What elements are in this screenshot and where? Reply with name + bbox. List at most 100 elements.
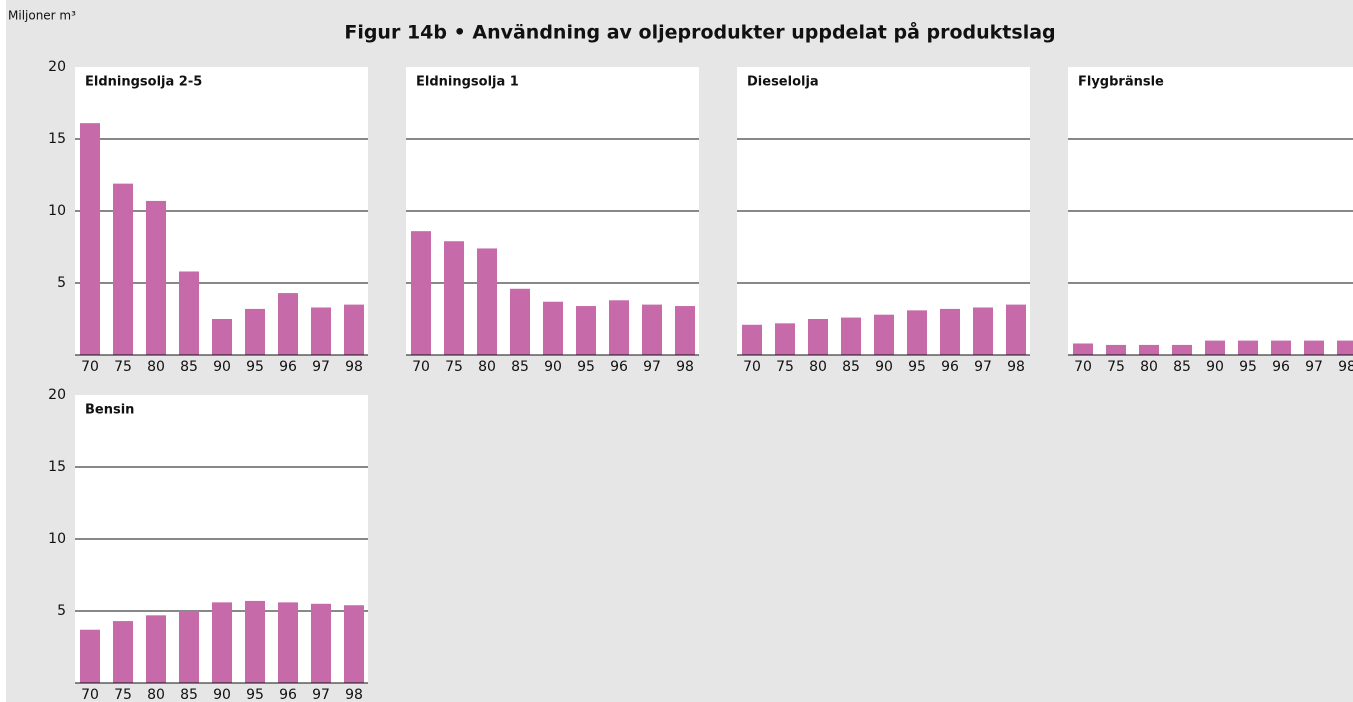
x-tick-label: 90	[1206, 359, 1224, 375]
x-tick-label: 95	[1239, 359, 1257, 375]
panel-title: Dieselolja	[747, 75, 819, 90]
x-tick-label: 97	[1305, 359, 1323, 375]
x-tick-label: 85	[180, 359, 198, 375]
x-tick-label: 96	[941, 359, 959, 375]
bar	[1006, 304, 1026, 355]
bar	[146, 615, 166, 683]
x-tick-label: 85	[511, 359, 529, 375]
x-tick-label: 97	[643, 359, 661, 375]
bar	[1271, 340, 1291, 355]
bar	[543, 301, 563, 355]
x-tick-label: 75	[114, 687, 132, 702]
x-tick-label: 98	[345, 359, 363, 375]
y-axis-label: Miljoner m³	[8, 9, 76, 23]
x-tick-label: 97	[312, 687, 330, 702]
bar	[642, 304, 662, 355]
bar	[576, 306, 596, 355]
bar	[113, 621, 133, 683]
x-tick-label: 70	[1074, 359, 1092, 375]
bar	[444, 241, 464, 355]
y-tick-label: 15	[48, 131, 66, 147]
x-tick-label: 90	[213, 687, 231, 702]
x-tick-label: 97	[974, 359, 992, 375]
x-tick-label: 96	[610, 359, 628, 375]
x-tick-label: 96	[279, 359, 297, 375]
bar	[411, 231, 431, 355]
x-tick-label: 80	[147, 359, 165, 375]
x-tick-label: 98	[345, 687, 363, 702]
bar	[245, 308, 265, 355]
x-tick-label: 95	[577, 359, 595, 375]
x-tick-label: 80	[1140, 359, 1158, 375]
bar	[907, 310, 927, 355]
panel-title: Flygbränsle	[1078, 75, 1164, 90]
x-tick-label: 95	[908, 359, 926, 375]
bar	[609, 300, 629, 355]
bar	[113, 183, 133, 355]
x-tick-label: 75	[114, 359, 132, 375]
bar	[874, 314, 894, 355]
x-tick-label: 98	[676, 359, 694, 375]
x-tick-label: 98	[1007, 359, 1025, 375]
bar	[1337, 340, 1353, 355]
bar	[344, 605, 364, 683]
y-tick-label: 5	[57, 275, 66, 291]
bar	[80, 123, 100, 355]
bar	[477, 248, 497, 355]
x-tick-label: 85	[180, 687, 198, 702]
bar	[311, 603, 331, 683]
x-tick-label: 75	[445, 359, 463, 375]
bar	[973, 307, 993, 355]
bar	[940, 308, 960, 355]
x-tick-label: 97	[312, 359, 330, 375]
bar	[1073, 343, 1093, 355]
y-tick-label: 20	[48, 387, 66, 403]
bar	[146, 200, 166, 355]
bar	[311, 307, 331, 355]
bar	[510, 288, 530, 355]
bar	[1139, 344, 1159, 355]
bar	[1238, 340, 1258, 355]
bar	[212, 319, 232, 355]
bar	[278, 293, 298, 355]
bar	[1304, 340, 1324, 355]
panel-title: Eldningsolja 2-5	[85, 75, 202, 90]
bar	[675, 306, 695, 355]
x-tick-label: 70	[412, 359, 430, 375]
panel-title: Bensin	[85, 403, 134, 418]
bar	[808, 319, 828, 355]
bar	[245, 600, 265, 683]
bar	[1205, 340, 1225, 355]
x-tick-label: 75	[776, 359, 794, 375]
x-tick-label: 70	[81, 687, 99, 702]
bar	[344, 304, 364, 355]
bar	[212, 602, 232, 683]
x-tick-label: 95	[246, 687, 264, 702]
panel-title: Eldningsolja 1	[416, 75, 519, 90]
x-tick-label: 90	[875, 359, 893, 375]
bar	[179, 271, 199, 355]
y-tick-label: 15	[48, 459, 66, 475]
x-tick-label: 96	[279, 687, 297, 702]
x-tick-label: 80	[478, 359, 496, 375]
y-tick-label: 5	[57, 603, 66, 619]
bar	[278, 602, 298, 683]
y-tick-label: 10	[48, 203, 66, 219]
x-tick-label: 98	[1338, 359, 1353, 375]
x-tick-label: 70	[81, 359, 99, 375]
x-tick-label: 90	[544, 359, 562, 375]
y-tick-label: 20	[48, 59, 66, 75]
x-tick-label: 96	[1272, 359, 1290, 375]
bar	[775, 323, 795, 355]
bar	[1172, 344, 1192, 355]
x-tick-label: 85	[842, 359, 860, 375]
x-tick-label: 80	[809, 359, 827, 375]
bar	[742, 324, 762, 355]
bar	[179, 611, 199, 683]
x-tick-label: 90	[213, 359, 231, 375]
x-tick-label: 85	[1173, 359, 1191, 375]
bar	[80, 629, 100, 683]
y-tick-label: 10	[48, 531, 66, 547]
x-tick-label: 80	[147, 687, 165, 702]
